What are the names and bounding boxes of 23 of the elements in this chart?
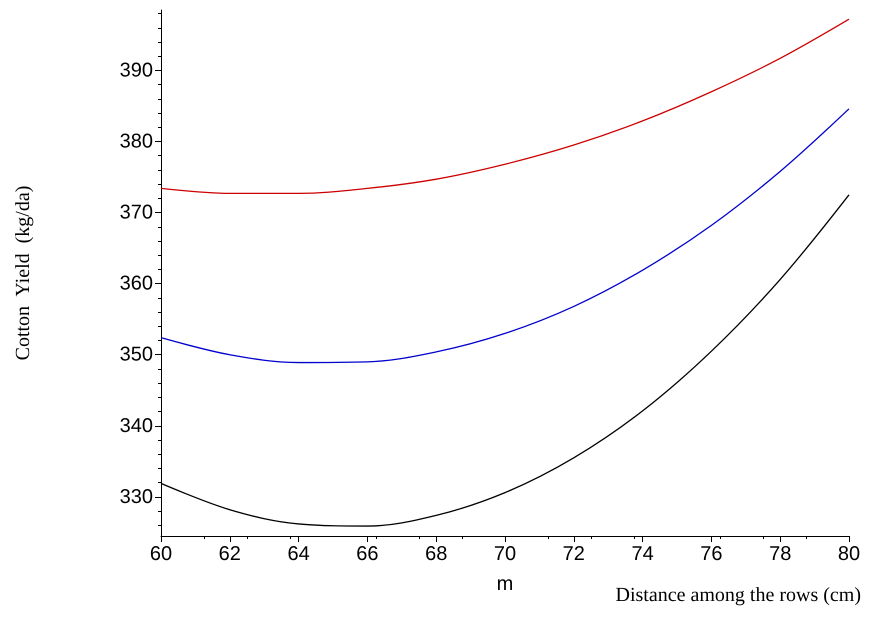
y-tick-label: 370: [120, 202, 153, 224]
x-tick-label: 66: [356, 543, 379, 565]
x-tick-label: 72: [562, 543, 585, 565]
y-tick-label: 340: [120, 414, 153, 437]
y-tick-label: 350: [120, 344, 153, 366]
x-tick-label: 78: [769, 543, 792, 565]
x-tick-label: 70: [494, 543, 516, 565]
line-series: [160, 108, 850, 364]
x-axis-title: m: [496, 573, 514, 595]
x-tick-label: 60: [150, 543, 172, 565]
x-tick-label: 74: [631, 543, 654, 565]
y-axis-title: Cotton Yield (kg/da): [12, 186, 34, 360]
x-tick-label: 64: [287, 543, 310, 565]
y-tick-label: 390: [120, 59, 153, 82]
y-tick-label: 380: [120, 130, 153, 152]
text: Distance among the rows (cm): [616, 584, 862, 606]
y-tick-label: 360: [120, 272, 153, 295]
x-tick-label: 80: [838, 543, 860, 565]
x-tick-label: 62: [218, 543, 241, 565]
x-tick-label: 76: [700, 543, 723, 565]
line-series: [160, 18, 850, 194]
y-tick-label: 330: [120, 486, 153, 508]
x-tick-label: 68: [425, 543, 448, 565]
